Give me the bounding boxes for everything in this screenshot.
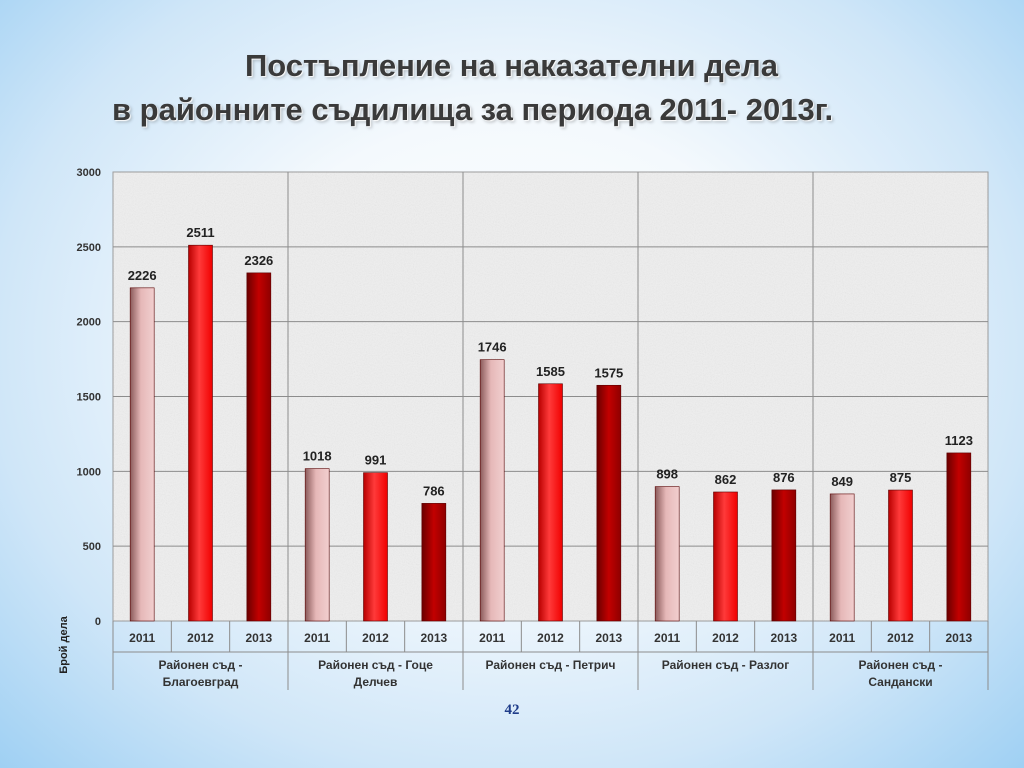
x-tick-year: 2012 xyxy=(537,631,564,645)
x-tick-year: 2013 xyxy=(945,631,972,645)
bar-value-label: 2326 xyxy=(244,253,273,268)
bar-value-label: 991 xyxy=(365,453,387,468)
bar-value-label: 875 xyxy=(890,470,912,485)
group-label: Благоевград xyxy=(163,675,239,689)
bar xyxy=(188,244,213,622)
y-tick-label: 0 xyxy=(95,616,101,628)
bar-value-label: 849 xyxy=(831,474,853,489)
x-tick-year: 2012 xyxy=(712,631,739,645)
bar-value-label: 786 xyxy=(423,483,445,498)
y-tick-label: 500 xyxy=(83,541,101,553)
group-label: Районен съд - Петрич xyxy=(486,658,616,672)
bar xyxy=(596,384,622,622)
x-tick-year: 2011 xyxy=(829,631,855,645)
bar-value-label: 862 xyxy=(715,472,737,487)
y-tick-label: 3000 xyxy=(77,167,101,179)
bar xyxy=(654,486,680,622)
bar-value-label: 1746 xyxy=(478,340,507,355)
bar-value-label: 1018 xyxy=(303,449,332,464)
x-tick-year: 2012 xyxy=(887,631,914,645)
bar-value-label: 1575 xyxy=(594,365,623,380)
group-label: Делчев xyxy=(354,675,398,689)
group-label: Районен съд - xyxy=(159,658,243,672)
y-tick-label: 1000 xyxy=(77,466,101,478)
slide-title-line2: в районните съдилища за периода 2011- 20… xyxy=(112,92,834,127)
slide-title-line1: Постъпление на наказателни дела xyxy=(245,48,778,83)
bar xyxy=(246,272,272,622)
bar xyxy=(888,489,913,622)
bar-value-label: 1123 xyxy=(945,433,973,448)
bar-value-label: 2511 xyxy=(186,225,214,240)
bar xyxy=(421,503,447,622)
group-label: Районен съд - xyxy=(859,658,943,672)
x-tick-year: 2013 xyxy=(770,631,797,645)
y-tick-label: 1500 xyxy=(77,392,101,404)
bar-value-label: 876 xyxy=(773,470,795,485)
x-tick-year: 2013 xyxy=(420,631,447,645)
bar xyxy=(538,383,563,622)
y-axis-label: Брой дела xyxy=(58,615,70,673)
bar xyxy=(304,468,330,622)
bar xyxy=(129,287,155,622)
x-tick-year: 2012 xyxy=(187,631,214,645)
x-tick-year: 2011 xyxy=(304,631,330,645)
bar xyxy=(771,489,797,622)
group-label: Сандански xyxy=(868,675,932,689)
bar-value-label: 1585 xyxy=(536,364,565,379)
bar-value-label: 2226 xyxy=(128,268,157,283)
bar xyxy=(363,472,388,622)
x-tick-year: 2013 xyxy=(595,631,622,645)
page-number: 42 xyxy=(504,702,520,718)
bar xyxy=(479,359,505,622)
bar xyxy=(829,493,855,622)
x-tick-year: 2011 xyxy=(654,631,680,645)
group-label: Районен съд - Гоце xyxy=(318,658,433,672)
y-tick-label: 2500 xyxy=(77,242,101,254)
x-tick-year: 2011 xyxy=(129,631,155,645)
group-label: Районен съд - Разлог xyxy=(662,658,790,672)
x-tick-year: 2012 xyxy=(362,631,389,645)
bar xyxy=(946,452,972,622)
bar xyxy=(713,491,738,622)
x-tick-year: 2013 xyxy=(245,631,272,645)
y-tick-label: 2000 xyxy=(77,317,101,329)
x-tick-year: 2011 xyxy=(479,631,505,645)
bar-value-label: 898 xyxy=(656,467,678,482)
